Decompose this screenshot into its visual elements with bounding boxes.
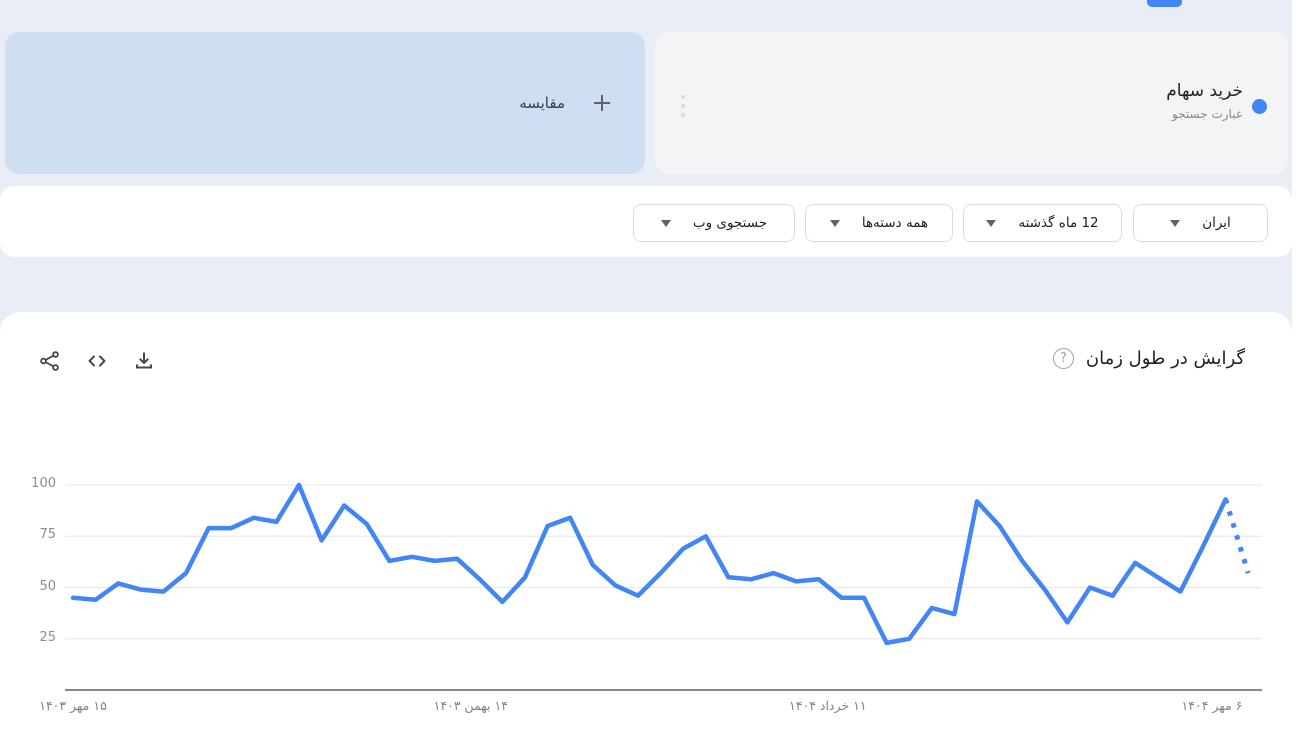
chart-title: گرایش در طول زمان (1085, 348, 1245, 369)
y-axis-tick: 25 (39, 629, 56, 645)
dropdown-caret-icon (1170, 219, 1181, 227)
more-options-icon[interactable] (679, 95, 687, 117)
dropdown-caret-icon (660, 219, 671, 227)
compare-label: مقایسه (519, 94, 565, 112)
scrollbar-track[interactable] (1292, 0, 1300, 745)
chart-toolbar (38, 349, 156, 373)
plus-icon (594, 95, 610, 111)
search-term-subtitle: عبارت جستجو (1171, 106, 1243, 121)
y-axis-tick: 100 (31, 476, 56, 491)
add-comparison-card[interactable]: مقایسه (5, 32, 645, 174)
filter-bar: ایران 12 ماه گذشته همه دسته‌ها جستجوی وب (0, 186, 1292, 257)
interest-over-time-card: 25 50 75 100 ۱۵ مهر ۱۴۰۳ ۱۴ بهمن ۱۴۰۳ ۱۱ خرداد… (0, 312, 1292, 745)
add-comparison-inner: مقایسه (519, 32, 613, 174)
search-term-title: خرید سهام (1166, 81, 1243, 101)
trend-line-partial-segment (1223, 498, 1251, 574)
embed-button[interactable] (85, 349, 109, 373)
y-axis-tick: 50 (39, 578, 56, 594)
active-tab-indicator (1147, 0, 1182, 7)
share-icon (40, 351, 59, 371)
y-axis-tick: 75 (39, 527, 56, 543)
trend-chart-plot: 25 50 75 100 ۱۵ مهر ۱۴۰۳ ۱۴ بهمن ۱۴۰۳ ۱۱ خرداد… (0, 312, 1292, 745)
series-color-dot (1252, 99, 1267, 114)
x-axis-tick: ۱۱ خرداد ۱۴۰۴ (789, 698, 867, 713)
search-type-filter-button[interactable]: جستجوی وب (633, 204, 795, 242)
search-term-text: خرید سهام عبارت جستجو (1166, 80, 1243, 121)
dropdown-caret-icon (829, 219, 840, 227)
download-button[interactable] (132, 349, 156, 373)
chart-header: ? گرایش در طول زمان (1052, 348, 1245, 369)
download-icon (136, 352, 152, 369)
region-filter-button[interactable]: ایران (1133, 204, 1268, 242)
x-axis-tick: ۶ مهر ۱۴۰۴ (1181, 698, 1243, 713)
x-axis-tick: ۱۵ مهر ۱۴۰۳ (39, 698, 107, 713)
trend-line (70, 482, 1228, 646)
time-range-filter-value: 12 ماه گذشته (1018, 215, 1099, 231)
category-filter-value: همه دسته‌ها (861, 215, 929, 231)
time-range-filter-button[interactable]: 12 ماه گذشته (963, 204, 1122, 242)
search-type-filter-value: جستجوی وب (692, 215, 768, 231)
embed-code-icon (88, 355, 106, 367)
help-icon[interactable]: ? (1052, 348, 1074, 369)
region-filter-value: ایران (1202, 215, 1231, 231)
search-term-card[interactable]: خرید سهام عبارت جستجو (655, 32, 1288, 174)
share-button[interactable] (38, 349, 62, 373)
dropdown-caret-icon (986, 219, 997, 227)
trend-line-svg (65, 482, 1262, 691)
x-axis-tick: ۱۴ بهمن ۱۴۰۳ (433, 698, 508, 713)
category-filter-button[interactable]: همه دسته‌ها (805, 204, 953, 242)
